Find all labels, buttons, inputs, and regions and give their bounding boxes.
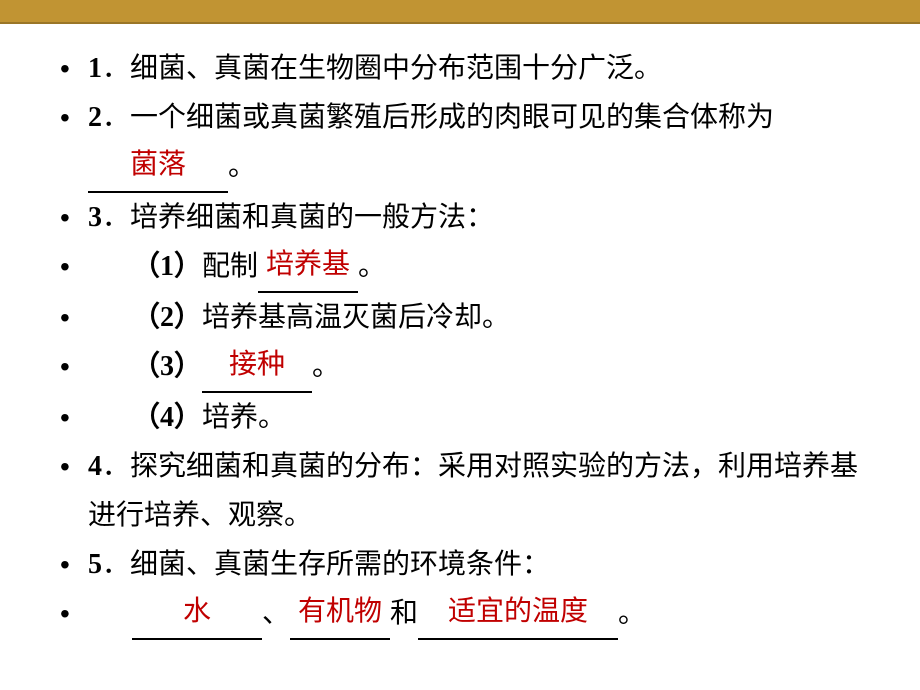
item-number: 4 bbox=[88, 451, 102, 482]
item-2: • 2．一个细菌或真菌繁殖后形成的肉眼可见的集合体称为菌落 。 bbox=[60, 93, 870, 193]
sub-text-post: 。 bbox=[312, 351, 340, 382]
item-3-4: • （4）培养。 bbox=[60, 393, 870, 442]
bullet-icon: • bbox=[60, 44, 70, 93]
item-number: 2 bbox=[88, 102, 102, 133]
blank-colony: 菌落 bbox=[88, 142, 228, 193]
blank-organic: 有机物 bbox=[290, 589, 390, 640]
sub-paren: （3） bbox=[132, 351, 202, 382]
item-text: ．培养细菌和真菌的一般方法： bbox=[102, 202, 494, 233]
item-text: ．细菌、真菌在生物圈中分布范围十分广泛。 bbox=[102, 53, 662, 84]
item-number: 3 bbox=[88, 202, 102, 233]
blank-water: 水 bbox=[132, 589, 262, 640]
answer-inoculate: 接种 bbox=[229, 349, 285, 380]
answer-water: 水 bbox=[183, 596, 211, 627]
item-4: • 4．探究细菌和真菌的分布：采用对照实验的方法，利用培养基进行培养、观察。 bbox=[60, 442, 870, 540]
bullet-icon: • bbox=[60, 589, 70, 638]
item-3-2: • （2）培养基高温灭菌后冷却。 bbox=[60, 293, 870, 342]
item-5: • 5．细菌、真菌生存所需的环境条件： bbox=[60, 540, 870, 589]
item-number: 5 bbox=[88, 549, 102, 580]
item-3-3: • （3） 接种。 bbox=[60, 342, 870, 393]
bullet-icon: • bbox=[60, 93, 70, 142]
answer-medium: 培养基 bbox=[266, 249, 350, 280]
sub-paren: （1） bbox=[132, 251, 202, 282]
sub-text: 培养基高温灭菌后冷却。 bbox=[202, 302, 510, 333]
sub-paren: （4） bbox=[132, 402, 202, 433]
slide-content: • 1．细菌、真菌在生物圈中分布范围十分广泛。 • 2．一个细菌或真菌繁殖后形成… bbox=[0, 24, 920, 640]
item-text-post: 。 bbox=[228, 151, 256, 182]
bullet-icon: • bbox=[60, 393, 70, 442]
item-3-1: • （1）配制培养基。 bbox=[60, 242, 870, 293]
header-accent-bar bbox=[0, 0, 920, 24]
item-5-blanks: • 水 、有机物和适宜的温度。 bbox=[60, 589, 870, 640]
blank-medium: 培养基 bbox=[258, 242, 358, 293]
bullet-icon: • bbox=[60, 293, 70, 342]
item-text: ．探究细菌和真菌的分布：采用对照实验的方法，利用培养基进行培养、观察。 bbox=[88, 451, 858, 531]
bullet-icon: • bbox=[60, 540, 70, 589]
answer-organic: 有机物 bbox=[298, 596, 382, 627]
bullet-icon: • bbox=[60, 442, 70, 491]
item-1: • 1．细菌、真菌在生物圈中分布范围十分广泛。 bbox=[60, 44, 870, 93]
sub-paren: （2） bbox=[132, 302, 202, 333]
item-text: ．细菌、真菌生存所需的环境条件： bbox=[102, 549, 550, 580]
blank-temperature: 适宜的温度 bbox=[418, 589, 618, 640]
sub-text-post: 。 bbox=[358, 251, 386, 282]
answer-colony: 菌落 bbox=[130, 149, 186, 180]
sub-text-pre: 配制 bbox=[202, 251, 258, 282]
sep: 、 bbox=[262, 598, 290, 629]
sub-text: 培养。 bbox=[202, 402, 286, 433]
item-3: • 3．培养细菌和真菌的一般方法： bbox=[60, 193, 870, 242]
bullet-icon: • bbox=[60, 342, 70, 391]
answer-temperature: 适宜的温度 bbox=[448, 596, 588, 627]
blank-inoculate: 接种 bbox=[202, 342, 312, 393]
mid-text: 和 bbox=[390, 598, 418, 629]
item-number: 1 bbox=[88, 53, 102, 84]
bullet-icon: • bbox=[60, 242, 70, 291]
item-text-pre: ．一个细菌或真菌繁殖后形成的肉眼可见的集合体称为 bbox=[102, 102, 774, 133]
post-text: 。 bbox=[618, 598, 646, 629]
bullet-icon: • bbox=[60, 193, 70, 242]
